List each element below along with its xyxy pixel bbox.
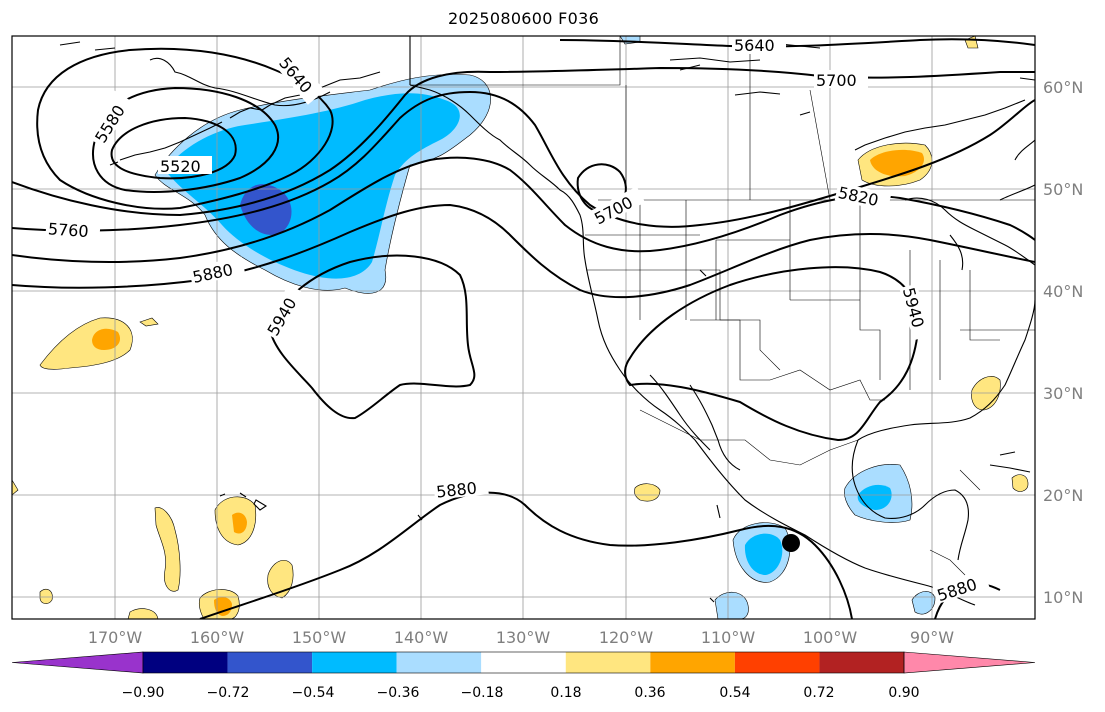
colorbar-segment: [903, 651, 1036, 674]
contour-5640: [36, 47, 334, 210]
lon-label: 100°W: [803, 628, 858, 647]
longitude-labels: 170°W 160°W 150°W 140°W 130°W 120°W 110°…: [88, 628, 954, 647]
contour-5760: [12, 90, 1035, 232]
coastlines: [59, 36, 1035, 606]
colorbar-tick-label: 0.36: [634, 685, 665, 701]
contour-5940: [268, 254, 476, 420]
colorbar-segment: [396, 652, 482, 673]
colorbar-tick-label: 0.72: [803, 685, 834, 701]
latitude-labels: 60°N 50°N 40°N 30°N 20°N 10°N: [1043, 78, 1083, 607]
lon-label: 150°W: [292, 628, 347, 647]
contour-label: 5760: [47, 219, 89, 241]
colorbar-segment: [312, 652, 397, 673]
height-contours: [12, 38, 1035, 619]
lat-label: 10°N: [1043, 588, 1083, 607]
contour-5700: [12, 66, 1035, 217]
colorbar: −0.90 −0.72 −0.54 −0.36 −0.18 0.18 0.36 …: [11, 651, 1036, 701]
colorbar-tick-label: 0.90: [888, 685, 919, 701]
colorbar-segment: [227, 652, 313, 673]
colorbar-tick-label: −0.72: [207, 685, 250, 701]
contour-5520: [110, 116, 237, 180]
lat-label: 60°N: [1043, 78, 1083, 97]
colorbar-segment: [650, 652, 735, 673]
colorbar-tick-label: 0.18: [550, 685, 581, 701]
neg-anomaly-medium: [165, 93, 460, 279]
colorbar-segment: [11, 651, 144, 674]
contour-5580: [92, 86, 280, 193]
colorbar-tick-label: −0.18: [461, 685, 504, 701]
colorbar-segment: [565, 652, 651, 673]
lon-label: 160°W: [190, 628, 245, 647]
lat-label: 20°N: [1043, 486, 1083, 505]
lon-label: 120°W: [599, 628, 654, 647]
colorbar-tick-label: −0.36: [377, 685, 420, 701]
lat-label: 50°N: [1043, 180, 1083, 199]
contour-label: 5520: [160, 157, 201, 176]
contour-5880b: [199, 491, 853, 619]
colorbar-frame: [142, 651, 905, 674]
contour-label-group: 5640 5700 5580 5640 5520 5760 5880 5940 …: [45, 36, 990, 605]
lon-label: 110°W: [701, 628, 756, 647]
contour-5820: [12, 156, 1035, 263]
lat-label: 40°N: [1043, 282, 1083, 301]
lon-label: 130°W: [496, 628, 551, 647]
colorbar-segment: [143, 652, 228, 673]
lon-label: 140°W: [394, 628, 449, 647]
contour-label: 5880: [435, 478, 477, 501]
colorbar-segment: [481, 652, 566, 673]
map-frame: [11, 35, 1036, 620]
map-title: 2025080600 F036: [447, 9, 600, 28]
lon-label: 170°W: [88, 628, 143, 647]
colorbar-tick-label: −0.90: [122, 685, 165, 701]
neg-anomaly-strong: [240, 184, 292, 235]
anomaly-shading: [12, 36, 1029, 619]
contour-5640b: [559, 38, 1035, 48]
map-area: [12, 36, 1035, 619]
contour-label: 5640: [734, 36, 775, 55]
lat-label: 30°N: [1043, 384, 1083, 403]
colorbar-segment: [819, 652, 904, 673]
contour-5940b: [624, 266, 920, 442]
storm-center-marker: [782, 534, 800, 552]
colorbar-tick-label: −0.54: [292, 685, 335, 701]
contour-label: 5700: [816, 71, 857, 90]
colorbar-tick-label: 0.54: [719, 685, 750, 701]
lon-label: 90°W: [910, 628, 954, 647]
colorbar-segment: [734, 652, 820, 673]
colorbar-tick-labels: −0.90 −0.72 −0.54 −0.36 −0.18 0.18 0.36 …: [122, 685, 920, 701]
